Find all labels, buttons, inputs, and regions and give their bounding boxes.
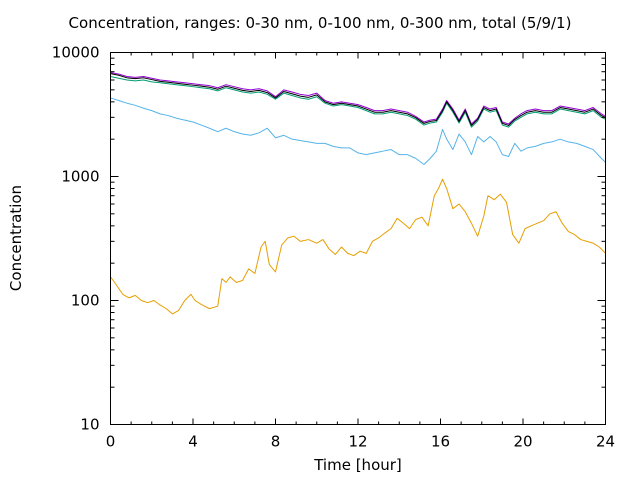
y-tick-label: 1000 — [61, 168, 99, 186]
series-layer — [110, 71, 606, 315]
series-line-5 — [110, 73, 606, 126]
y-tick-label: 100 — [71, 292, 100, 310]
y-tick-label: 10000 — [52, 44, 100, 62]
plot-frame — [110, 52, 606, 425]
x-tick-label: 16 — [431, 433, 450, 451]
x-axis-label: Time [hour] — [314, 456, 402, 474]
series-line-4 — [110, 71, 606, 125]
series-line-2 — [110, 97, 606, 165]
x-tick-label: 12 — [348, 433, 367, 451]
x-tick-label: 24 — [596, 433, 615, 451]
y-tick-label: 10 — [80, 416, 99, 434]
series-line-3 — [110, 76, 606, 128]
x-tick-label: 8 — [271, 433, 281, 451]
x-tick-label: 0 — [106, 433, 116, 451]
chart-title: Concentration, ranges: 0-30 nm, 0-100 nm… — [68, 14, 572, 32]
series-line-1 — [110, 178, 606, 315]
x-tick-label: 20 — [513, 433, 532, 451]
x-tick-label: 4 — [188, 433, 198, 451]
